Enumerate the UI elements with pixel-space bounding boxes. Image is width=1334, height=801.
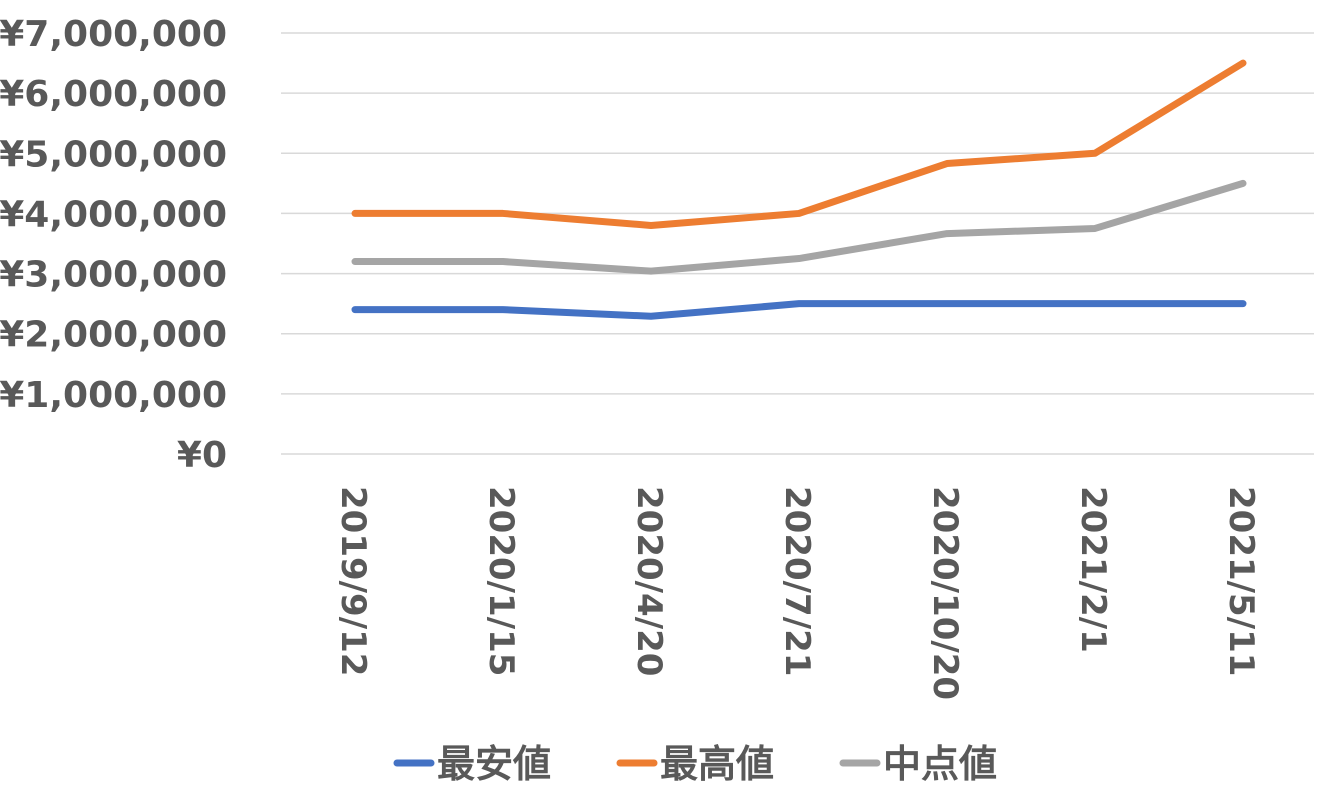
- x-tick-label: 2020/4/20: [629, 486, 669, 676]
- y-tick-label: ¥7,000,000: [0, 14, 227, 55]
- x-tick-label: 2020/1/15: [481, 486, 521, 676]
- x-tick-label: 2021/5/11: [1221, 486, 1261, 676]
- y-tick-label: ¥0: [177, 435, 227, 476]
- y-tick-label: ¥4,000,000: [0, 194, 227, 235]
- series-lines: [351, 59, 1247, 320]
- legend-label: 最安値: [437, 742, 551, 786]
- y-tick-label: ¥2,000,000: [0, 315, 227, 356]
- series-line: [351, 59, 1247, 229]
- x-tick-label: 2019/9/12: [333, 486, 373, 676]
- legend-label: 最高値: [660, 742, 774, 786]
- series-line: [351, 179, 1247, 275]
- legend-label: 中点値: [883, 742, 997, 786]
- y-tick-label: ¥3,000,000: [0, 255, 227, 296]
- gridlines: [281, 32, 1314, 455]
- x-axis-tick-labels: 2019/9/12 2020/1/15 2020/4/20 2020/7/21 2020…: [333, 486, 1261, 700]
- series-line: [351, 300, 1247, 320]
- y-axis-tick-labels: ¥0 ¥1,000,000 ¥2,000,000 ¥3,000,000 ¥4,000,0…: [0, 14, 227, 476]
- y-tick-label: ¥5,000,000: [0, 134, 227, 175]
- y-tick-label: ¥6,000,000: [0, 74, 227, 115]
- x-tick-label: 2021/2/1: [1073, 486, 1113, 653]
- x-tick-label: 2020/10/20: [925, 486, 965, 700]
- y-tick-label: ¥1,000,000: [0, 375, 227, 416]
- legend: 最安値 最高値 中点値: [393, 742, 997, 786]
- x-tick-label: 2020/7/21: [777, 486, 817, 676]
